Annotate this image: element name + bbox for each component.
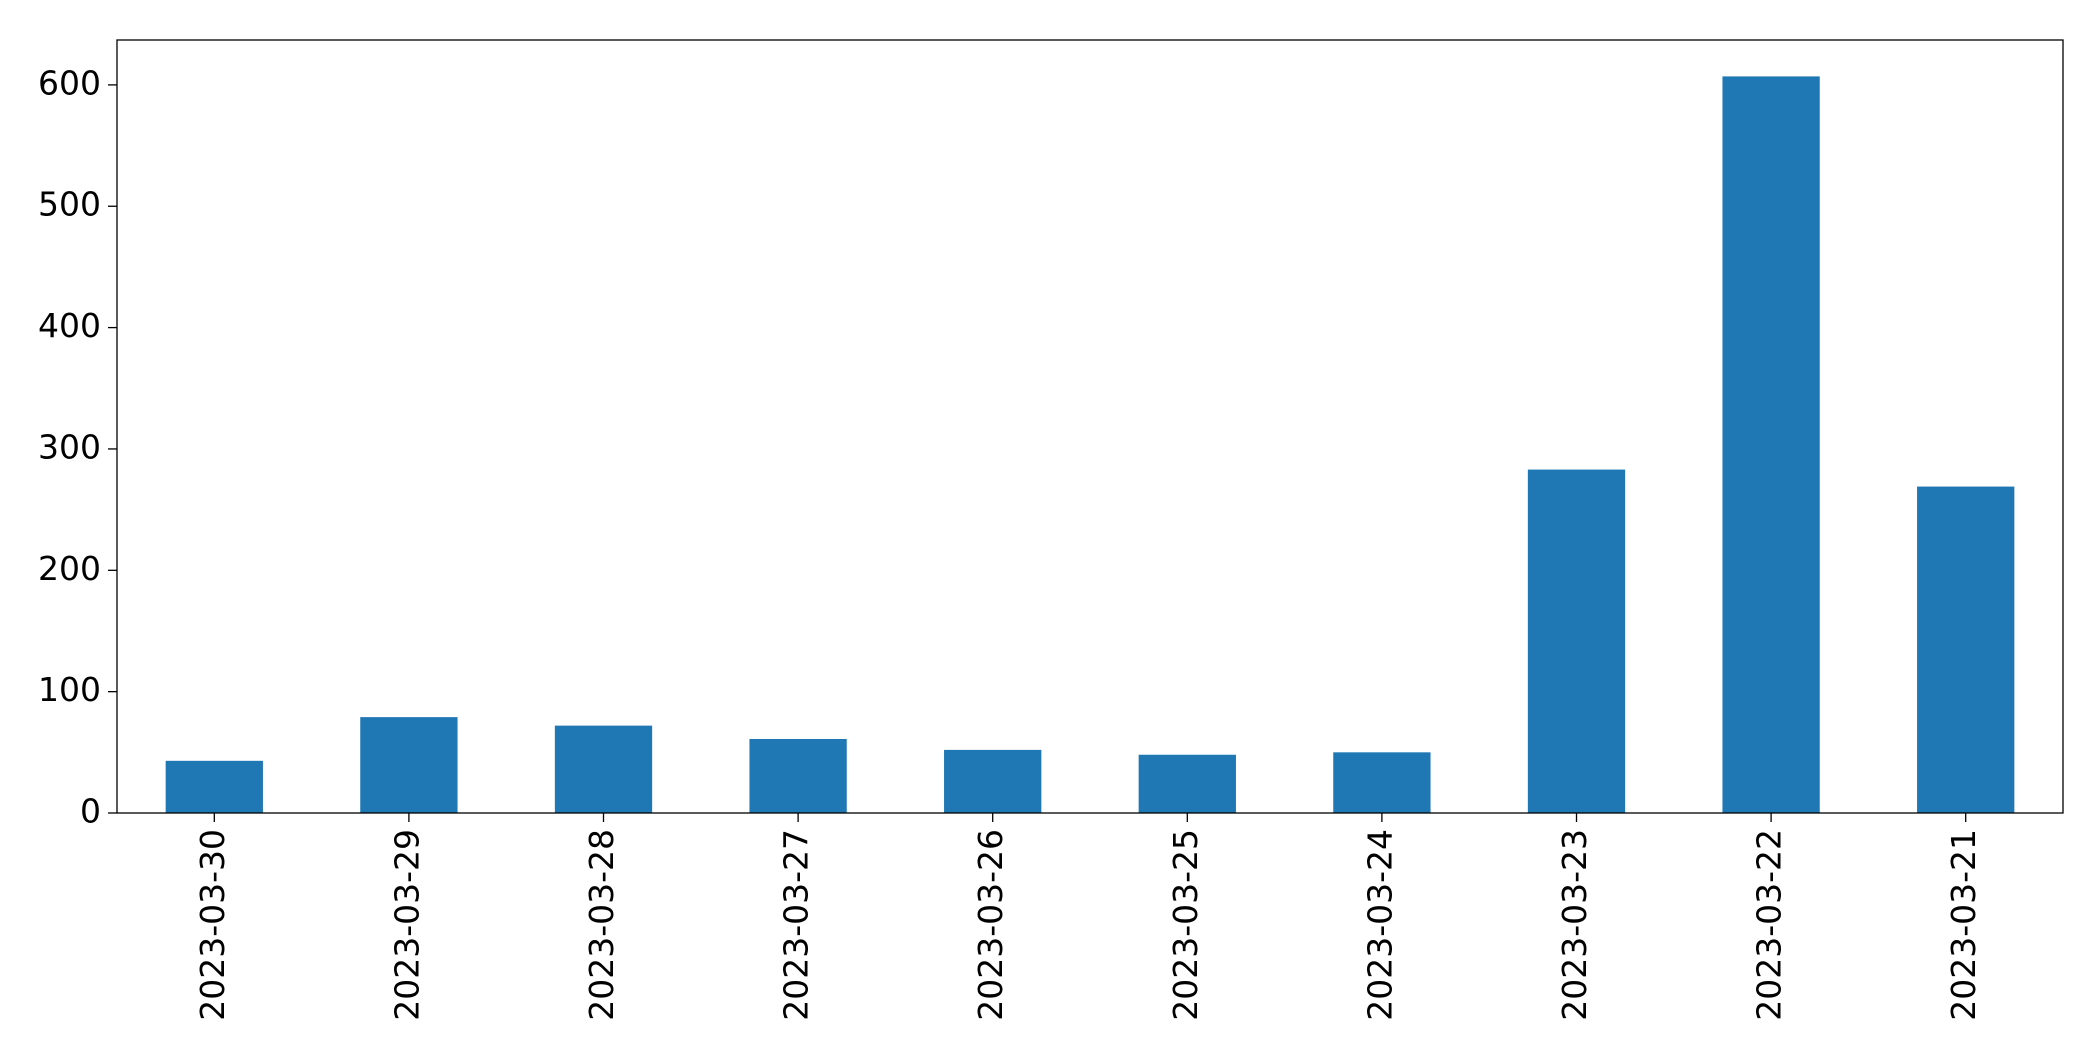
bar	[360, 717, 458, 813]
bar	[1527, 469, 1626, 813]
bar	[1138, 754, 1236, 813]
bar	[1917, 486, 2015, 813]
bar	[944, 749, 1042, 813]
x-tick-label: 2023-03-23	[1555, 829, 1594, 1021]
y-tick-label: 0	[80, 792, 101, 831]
y-tick-label: 500	[38, 185, 101, 224]
y-tick-label: 300	[38, 427, 101, 466]
x-tick-label: 2023-03-27	[777, 829, 816, 1021]
plot-frame	[116, 39, 2064, 814]
y-tick-label: 400	[38, 306, 101, 345]
x-tick-label: 2023-03-30	[193, 829, 232, 1021]
y-tick-label: 200	[38, 549, 101, 588]
bar	[749, 738, 847, 813]
x-tick-label: 2023-03-29	[387, 829, 426, 1021]
y-tick-label: 600	[38, 63, 101, 102]
bar	[1722, 76, 1820, 813]
y-tick-label: 100	[38, 670, 101, 709]
x-tick-label: 2023-03-25	[1166, 829, 1205, 1021]
x-tick-label: 2023-03-21	[1944, 829, 1983, 1021]
x-tick-label: 2023-03-24	[1360, 829, 1399, 1021]
x-tick-label: 2023-03-26	[971, 829, 1010, 1021]
bar	[1333, 752, 1431, 813]
bar	[554, 725, 653, 813]
bar	[165, 760, 263, 813]
x-tick-label: 2023-03-22	[1750, 829, 1789, 1021]
x-tick-label: 2023-03-28	[582, 829, 621, 1021]
